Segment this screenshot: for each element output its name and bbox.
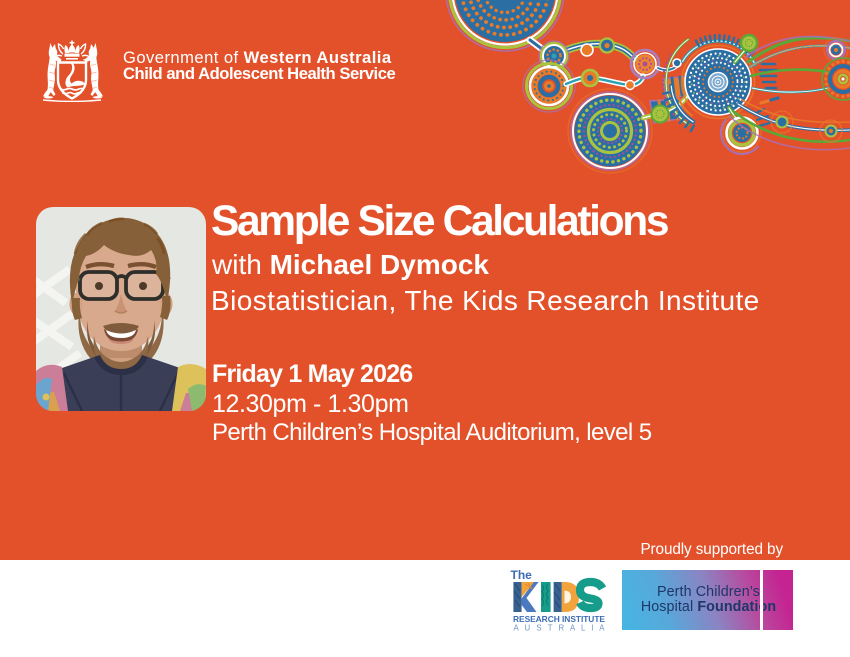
svg-text:A U S T R A L I A: A U S T R A L I A — [514, 624, 606, 633]
svg-text:The: The — [511, 568, 533, 582]
svg-text:RESEARCH INSTITUTE: RESEARCH INSTITUTE — [513, 614, 605, 624]
